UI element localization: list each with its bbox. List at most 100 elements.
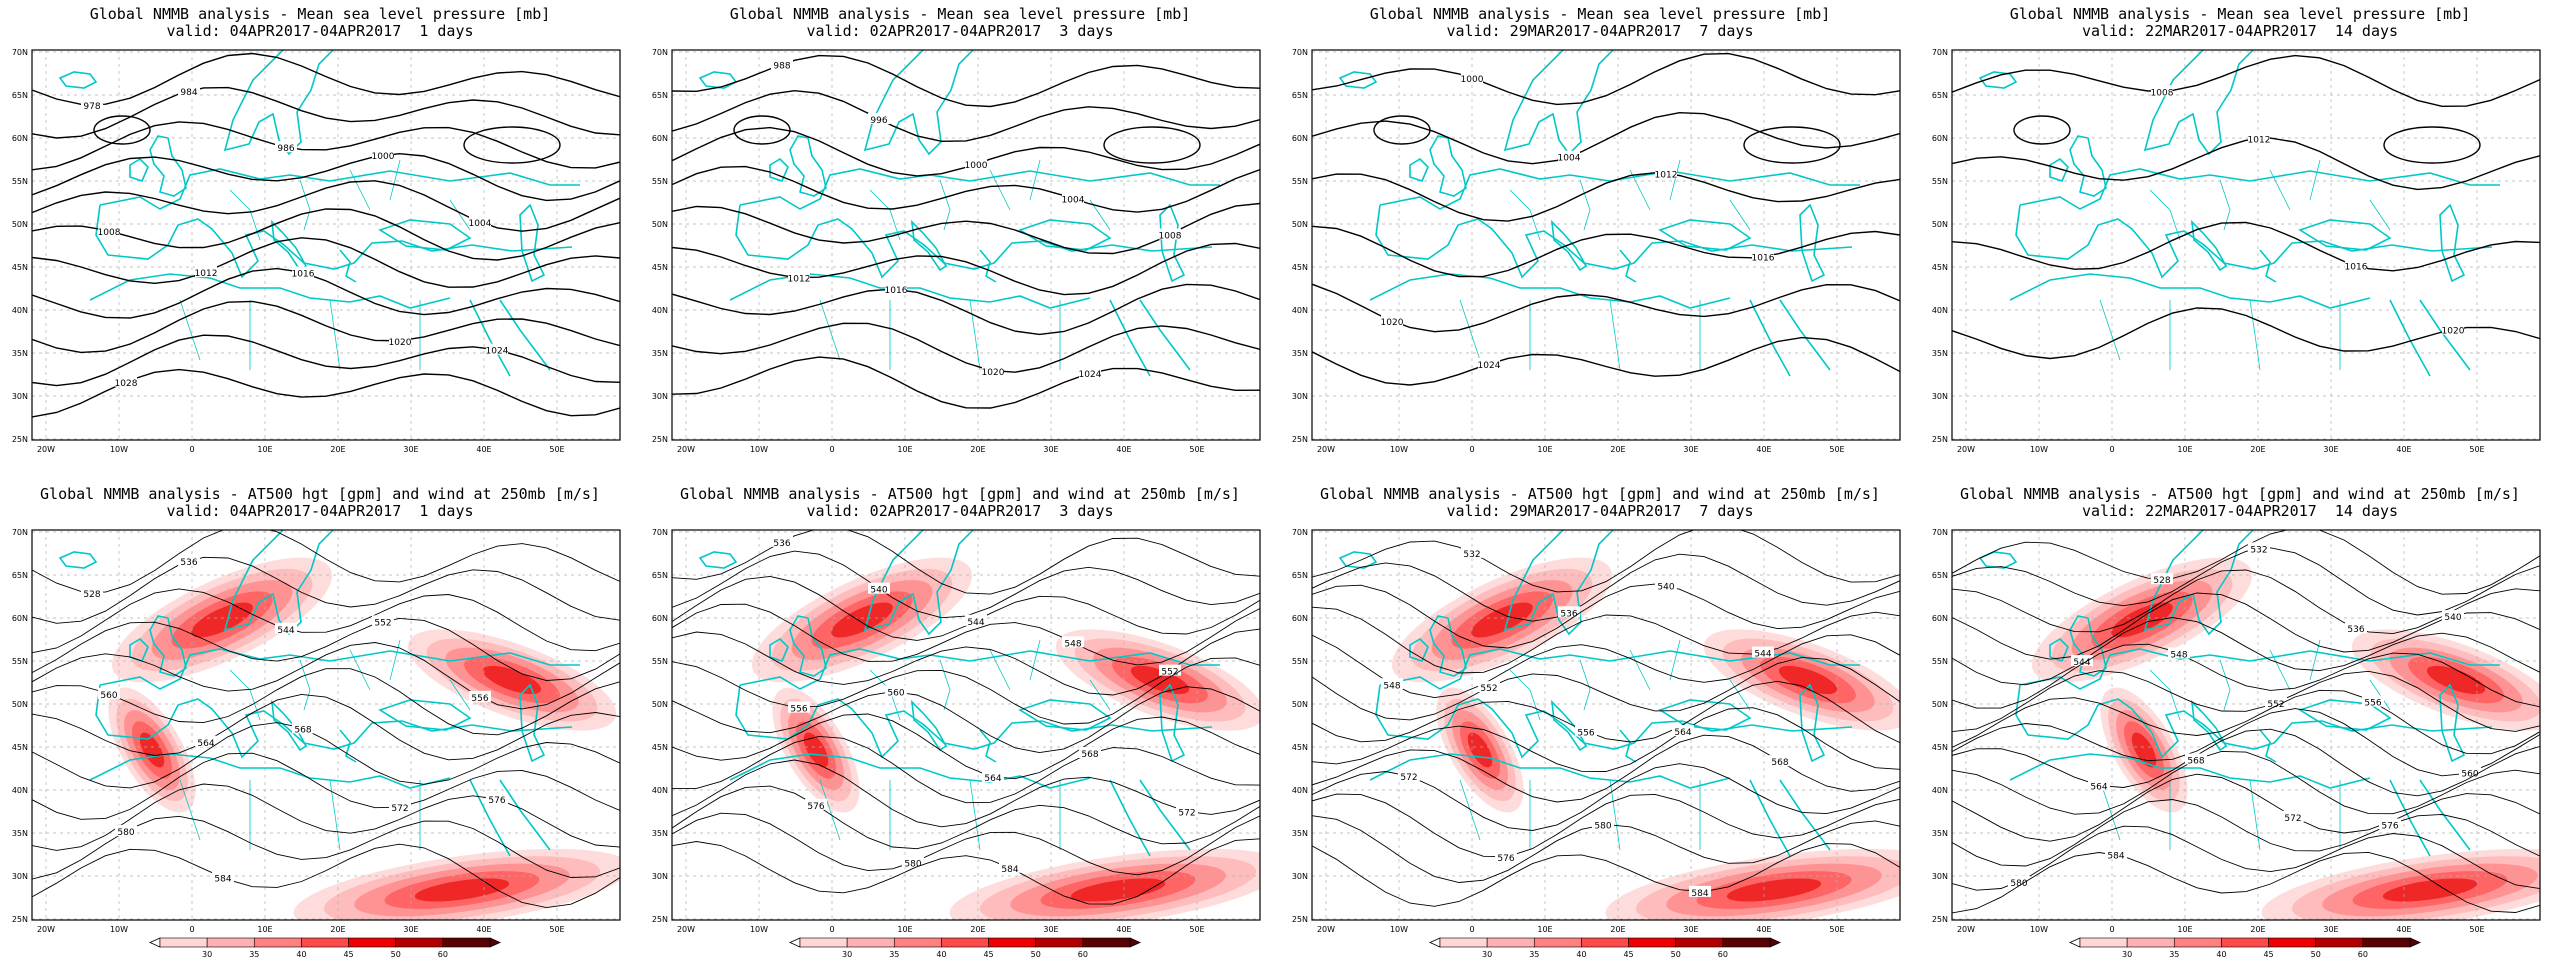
contour-label-bg: [1381, 315, 1403, 327]
lat-tick-label: 55N: [1932, 177, 1948, 186]
contour-label: 540: [1657, 583, 1674, 593]
lon-tick-label: 30E: [2323, 445, 2338, 454]
map-canvas: 536 540 544 548 552 556 560 564 568 572 576 580 584 7…: [652, 528, 1261, 959]
lon-tick-label: 40E: [2396, 445, 2411, 454]
contour-label: 1020: [1381, 318, 1404, 328]
jet-core: [2131, 732, 2157, 768]
lon-tick-label: 30E: [1043, 445, 1058, 454]
map-content: 536 540 544 548 552 556 560 564 568 572 576 580 584: [672, 530, 1260, 920]
colorbar-swatch: [1035, 937, 1084, 948]
colorbar-tick-label: 45: [2263, 950, 2273, 959]
contour-label: 584: [214, 875, 231, 885]
lon-tick-label: 40E: [1116, 925, 1131, 934]
isoline: [672, 165, 1260, 213]
colorbar-swatch: [253, 937, 302, 948]
contour-label: 568: [1771, 758, 1788, 768]
lat-tick-label: 25N: [1292, 435, 1308, 444]
lat-tick-label: 30N: [12, 872, 28, 881]
colorbar-tick-label: 60: [2358, 950, 2368, 959]
pressure-cell: [733, 115, 791, 145]
lon-tick-label: 20W: [677, 925, 695, 934]
lat-tick-label: 40N: [652, 786, 668, 795]
contour-label: 996: [870, 116, 887, 126]
lat-tick-label: 60N: [12, 614, 28, 623]
lon-tick-label: 30E: [1683, 445, 1698, 454]
isoline: [32, 52, 620, 106]
colorbar-swatch: [941, 937, 989, 948]
colorbar-swatch: [1581, 937, 1629, 948]
contour-label-bg: [965, 158, 987, 170]
contour-lines: 1008 1012 1016 1020: [1952, 54, 2540, 360]
pressure-cell: [93, 115, 151, 145]
lon-tick-label: 0: [189, 925, 194, 934]
colorbar-swatch: [301, 937, 349, 948]
colorbar-tick-label: 30: [202, 950, 212, 959]
lon-tick-label: 0: [1469, 445, 1474, 454]
map-canvas: 1008 1012 1016 1020 70N 65N 60N 55N 50N 45N 40N 35N…: [1932, 48, 2541, 454]
contour-label: 536: [1560, 609, 1577, 619]
coastline: [1409, 135, 1467, 197]
isoline: [1312, 553, 1900, 622]
lon-tick-label: 0: [2109, 445, 2114, 454]
coastline: [378, 219, 472, 251]
isoline: [672, 785, 1260, 850]
contour-label: 576: [2381, 821, 2398, 831]
lat-tick-label: 70N: [652, 48, 668, 57]
isoline: [32, 300, 620, 354]
contour-label-bg: [2168, 647, 2190, 659]
lat-tick-label: 30N: [652, 392, 668, 401]
lat-tick-label: 45N: [652, 263, 668, 272]
isoline: [672, 89, 1260, 143]
colorbar-left-arrow: [149, 937, 161, 948]
lat-tick-label: 35N: [12, 829, 28, 838]
isoline: [32, 334, 620, 387]
isoline: [1312, 843, 1900, 907]
colorbar-swatch: [348, 937, 397, 948]
contour-label-bg: [212, 871, 234, 883]
coastline: [2015, 168, 2500, 279]
contour-label: 564: [2090, 782, 2107, 792]
contour-label: 1024: [1079, 370, 1102, 380]
contour-label: 540: [2444, 613, 2461, 623]
contour-label-bg: [1079, 367, 1101, 379]
coastline: [2049, 615, 2107, 677]
coastline: [1459, 159, 1751, 371]
contour-label-bg: [2345, 622, 2367, 634]
contour-label-bg: [1558, 150, 1580, 162]
isoline: [672, 283, 1260, 336]
pressure-cell: [1373, 115, 1431, 145]
map-content: 528 536 544 552 556 560 564 568 572 576 580 584: [32, 530, 620, 920]
colorbar-swatch: [988, 937, 1037, 948]
contour-label-bg: [1478, 681, 1500, 693]
contour-label: 568: [294, 725, 311, 735]
coastline: [2259, 729, 2277, 763]
coastline: [2143, 50, 2255, 156]
isoline: [32, 783, 620, 851]
coastline: [698, 71, 738, 89]
map-canvas: 978 984 986 1000 1004 1008 1012 1016 1020 1024 102…: [12, 48, 621, 454]
wind-colorbar: 30 35 40 45 50 60: [149, 937, 501, 959]
contour-label-bg: [275, 622, 297, 634]
colorbar-swatch: [2126, 937, 2175, 948]
lat-tick-label: 40N: [1932, 306, 1948, 315]
contour-label: 1000: [372, 152, 395, 162]
contour-label: 580: [117, 828, 134, 838]
jet-core: [414, 878, 510, 902]
contour-label: 1004: [1062, 195, 1085, 205]
pressure-cell: [1743, 126, 1841, 164]
map-panel-at500-14d: Global NMMB analysis - AT500 hgt [gpm] a…: [1920, 480, 2560, 960]
map-panel-at500-1d: Global NMMB analysis - AT500 hgt [gpm] a…: [0, 480, 640, 960]
coastline: [1978, 71, 2018, 89]
contour-label: 536: [773, 539, 790, 549]
isoline: [32, 208, 620, 261]
lat-tick-label: 30N: [1292, 872, 1308, 881]
coastline: [863, 530, 975, 636]
isoline: [1952, 825, 2540, 891]
colorbar-swatch: [442, 937, 491, 948]
coastline: [729, 753, 1091, 789]
lat-tick-label: 30N: [1292, 392, 1308, 401]
colorbar-right-arrow: [489, 937, 501, 948]
contour-label: 576: [807, 802, 824, 812]
panel-valid-period: valid: 02APR2017-04APR2017 3 days: [806, 22, 1114, 40]
contour-label: 1000: [1461, 75, 1484, 85]
